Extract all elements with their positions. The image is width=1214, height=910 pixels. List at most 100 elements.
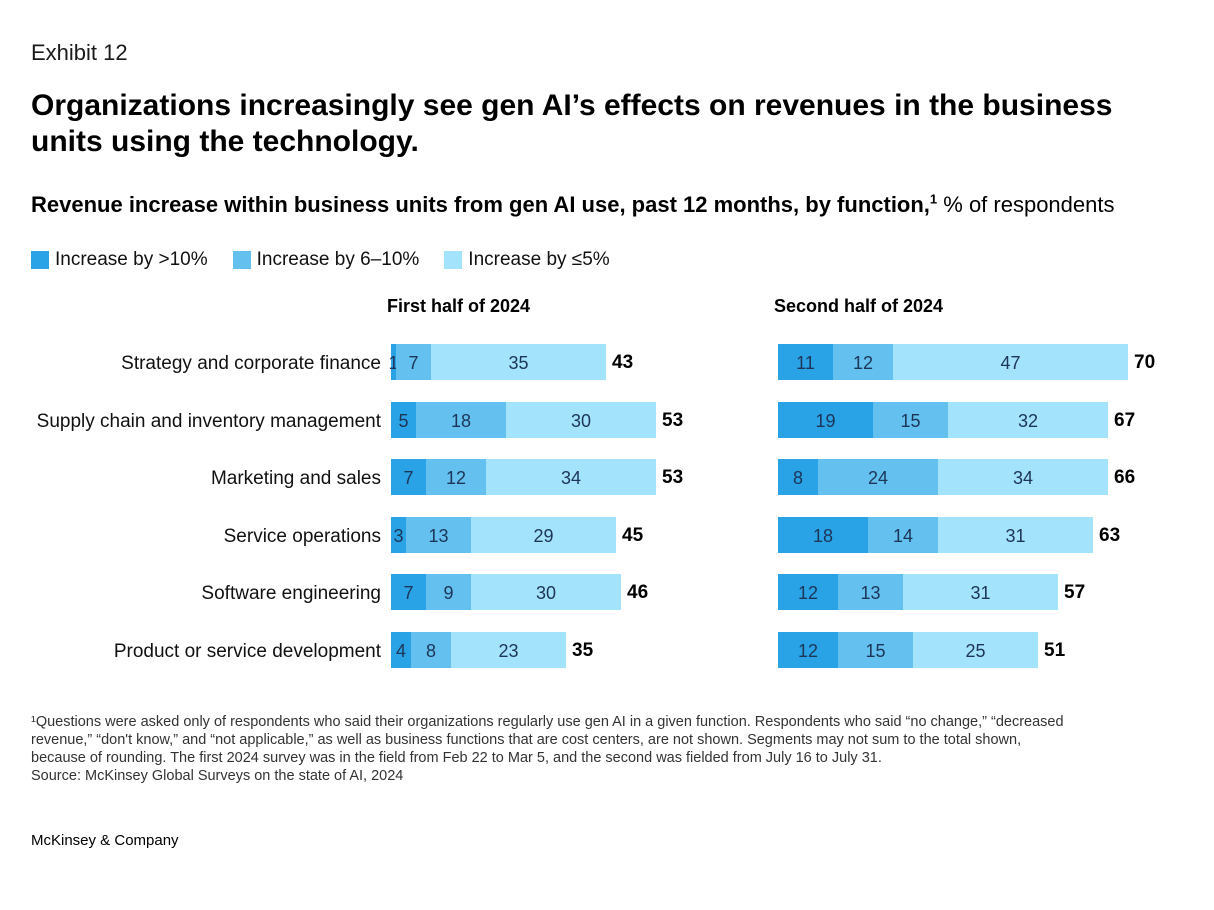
segment-value-label: 34 [561, 468, 581, 488]
bar-segment [431, 344, 606, 380]
total-value-label: 45 [622, 525, 644, 546]
bar-segment [913, 632, 1038, 668]
bar-segment [471, 517, 616, 553]
total-value-label: 46 [627, 582, 648, 603]
bar-segment [391, 459, 426, 495]
segment-value-label: 30 [536, 583, 556, 603]
segment-value-label: 19 [815, 411, 835, 431]
category-label: Strategy and corporate finance [121, 353, 381, 374]
bar-segment [411, 632, 451, 668]
category-label: Software engineering [201, 583, 381, 604]
bar-segment [391, 402, 416, 438]
category-label: Supply chain and inventory management [37, 411, 382, 432]
footnote-text: ¹Questions were asked only of respondent… [31, 714, 1064, 766]
legend-label-gt10: Increase by >10% [55, 249, 208, 270]
bar-segment [833, 344, 893, 380]
segment-value-label: 18 [451, 411, 471, 431]
stacked-bar-chart: Strategy and corporate finance Supply cha… [37, 296, 1155, 668]
legend-item-gt10: Increase by >10% [31, 249, 208, 271]
legend-label-6-10: Increase by 6–10% [256, 249, 420, 270]
segment-value-label: 8 [426, 641, 436, 661]
bar-segment [938, 459, 1108, 495]
category-label: Marketing and sales [211, 468, 381, 489]
bar-segment [391, 632, 411, 668]
segment-value-label: 9 [443, 583, 453, 603]
bar-segment [506, 402, 656, 438]
bar-segment [396, 344, 431, 380]
segment-value-label: 31 [970, 583, 990, 603]
total-value-label: 51 [1044, 640, 1066, 661]
segment-value-label: 31 [1005, 526, 1025, 546]
exhibit-label: Exhibit 12 [31, 40, 128, 65]
bar-segment [391, 517, 406, 553]
segment-value-label: 29 [533, 526, 553, 546]
chart-subtitle: Revenue increase within business units f… [31, 192, 1115, 218]
legend-item-le5: Increase by ≤5% [444, 249, 610, 271]
bar-segment [778, 574, 838, 610]
segment-value-label: 23 [498, 641, 518, 661]
bar-segment [893, 344, 1128, 380]
bar-segment [391, 574, 426, 610]
panel-title: Second half of 2024 [774, 296, 943, 316]
segment-value-label: 30 [571, 411, 591, 431]
bar-segment [778, 344, 833, 380]
segment-value-label: 12 [798, 641, 818, 661]
bar-segment [818, 459, 938, 495]
legend-swatch-gt10 [31, 251, 49, 269]
segment-value-label: 47 [1000, 353, 1020, 373]
segment-value-label: 11 [796, 353, 815, 373]
segment-value-label: 8 [793, 468, 803, 488]
segment-value-label: 15 [865, 641, 885, 661]
segment-value-label: 7 [403, 468, 413, 488]
bar-segment [778, 517, 868, 553]
category-label: Product or service development [114, 641, 382, 662]
segment-value-label: 15 [900, 411, 920, 431]
total-value-label: 67 [1114, 410, 1135, 431]
bar-segment [838, 574, 903, 610]
bar-segment [416, 402, 506, 438]
footnote: ¹Questions were asked only of respondent… [31, 713, 1181, 785]
segment-value-label: 14 [893, 526, 913, 546]
bar-segment [451, 632, 566, 668]
bar-segment [471, 574, 621, 610]
category-label: Service operations [224, 526, 381, 547]
bar-segment [406, 517, 471, 553]
legend-swatch-le5 [444, 251, 463, 269]
segment-value-label: 12 [446, 468, 466, 488]
legend: Increase by >10% Increase by 6–10% Incre… [31, 249, 635, 271]
bar-segment [486, 459, 656, 495]
segment-value-label: 25 [965, 641, 985, 661]
bar-segment [868, 517, 938, 553]
segment-value-label: 7 [403, 583, 413, 603]
page-title: Organizations increasingly see gen AI’s … [31, 89, 1113, 158]
total-value-label: 57 [1064, 582, 1085, 603]
bar-segment [778, 459, 818, 495]
segment-value-label: 3 [393, 526, 403, 546]
total-value-label: 66 [1114, 467, 1135, 488]
segment-value-label: 5 [398, 411, 408, 431]
bar-segment [873, 402, 948, 438]
bar-segment [948, 402, 1108, 438]
bar-segment [903, 574, 1058, 610]
segment-value-label: 24 [868, 468, 888, 488]
brand-logo-text: McKinsey & Company [31, 832, 179, 849]
legend-item-6-10: Increase by 6–10% [232, 249, 420, 271]
segment-value-label: 12 [798, 583, 818, 603]
total-value-label: 43 [612, 352, 633, 373]
bar-segment [426, 574, 471, 610]
total-value-label: 35 [572, 640, 594, 661]
subtitle-bold: Revenue increase within business units f… [31, 192, 930, 217]
subtitle-footnote-ref: 1 [929, 191, 938, 207]
legend-label-le5: Increase by ≤5% [468, 249, 610, 270]
segment-value-label: 32 [1018, 411, 1038, 431]
bar-segment [778, 402, 873, 438]
bar-segment [391, 344, 396, 380]
total-value-label: 53 [662, 467, 683, 488]
source-note: Source: McKinsey Global Surveys on the s… [31, 768, 404, 784]
segment-value-label: 18 [813, 526, 833, 546]
panel-title: First half of 2024 [387, 296, 530, 316]
bar-segment [938, 517, 1093, 553]
segment-value-label: 7 [408, 353, 418, 373]
legend-swatch-6-10 [232, 251, 251, 269]
segment-value-label: 4 [396, 641, 406, 661]
